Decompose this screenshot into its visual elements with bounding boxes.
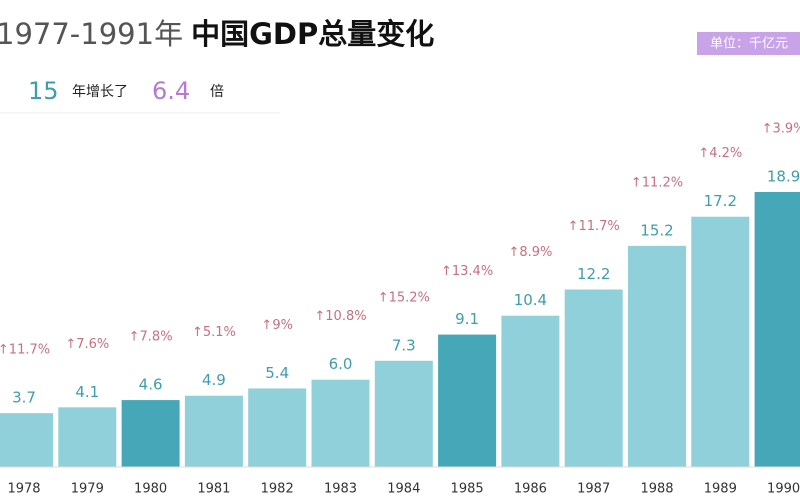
chart-title: 1977-1991年 中国GDP总量变化 xyxy=(0,17,434,51)
value-label: 4.1 xyxy=(75,383,99,401)
value-label: 15.2 xyxy=(640,221,673,239)
x-tick-label: 1982 xyxy=(261,482,294,497)
growth-label: ↑10.8% xyxy=(314,309,366,324)
unit-badge xyxy=(697,32,800,55)
growth-label: ↑15.2% xyxy=(378,290,430,305)
growth-label: ↑7.8% xyxy=(129,330,173,345)
x-tick-label: 1979 xyxy=(71,482,104,497)
bar xyxy=(58,407,117,467)
value-label: 10.4 xyxy=(514,291,547,309)
x-tick-label: 1981 xyxy=(197,482,230,497)
x-tick-label: 1987 xyxy=(577,482,610,497)
bar xyxy=(628,245,686,467)
value-label: 3.7 xyxy=(12,389,36,407)
value-label: 4.6 xyxy=(139,376,163,394)
bar xyxy=(311,379,370,467)
multiple-number: 6.4 xyxy=(152,77,190,105)
value-label: 6.0 xyxy=(329,355,353,373)
bar xyxy=(564,289,623,467)
title-main: 中国GDP总量变化 xyxy=(191,17,434,51)
x-tick-label: 1983 xyxy=(324,482,357,497)
value-label: 12.2 xyxy=(577,265,610,283)
x-tick-label: 1988 xyxy=(640,482,673,497)
bar xyxy=(184,395,243,467)
value-label: 9.1 xyxy=(455,310,479,328)
value-label: 5.4 xyxy=(265,364,289,382)
growth-label: ↑8.9% xyxy=(508,245,552,260)
bar xyxy=(121,400,180,467)
x-tick-label: 1989 xyxy=(704,482,737,497)
x-tick-label: 1978 xyxy=(7,482,40,497)
bar xyxy=(0,413,53,467)
x-tick-label: 1980 xyxy=(134,482,167,497)
years-number: 15 xyxy=(28,77,59,105)
growth-label: ↑11.2% xyxy=(631,175,683,190)
value-label: 7.3 xyxy=(392,336,416,354)
bar xyxy=(248,388,307,467)
x-tick-label: 1985 xyxy=(451,482,484,497)
growth-label: ↑11.7% xyxy=(568,219,620,234)
x-tick-label: 1986 xyxy=(514,482,547,497)
growth-label: ↑9% xyxy=(261,318,293,333)
bar xyxy=(374,360,433,467)
bar xyxy=(754,192,800,467)
multiple-text: 倍 xyxy=(210,84,224,100)
growth-label: ↑5.1% xyxy=(192,325,236,340)
growth-label: ↑7.6% xyxy=(65,337,109,352)
unit-label: 单位：千亿元 xyxy=(710,37,788,52)
bar xyxy=(501,315,560,467)
bar xyxy=(691,216,750,467)
value-label: 18.9 xyxy=(767,168,800,186)
title-years: 1977-1991年 xyxy=(0,17,183,51)
growth-label: ↑13.4% xyxy=(441,264,493,279)
growth-label: ↑4.2% xyxy=(698,146,742,161)
growth-label: ↑11.7% xyxy=(0,343,50,358)
growth-text: 年增长了 xyxy=(72,84,128,100)
growth-label: ↑3.9% xyxy=(762,122,800,137)
x-tick-label: 1990 xyxy=(767,482,800,497)
value-label: 4.9 xyxy=(202,371,226,389)
x-tick-label: 1984 xyxy=(387,482,420,497)
bar xyxy=(438,334,497,467)
value-label: 17.2 xyxy=(704,192,737,210)
